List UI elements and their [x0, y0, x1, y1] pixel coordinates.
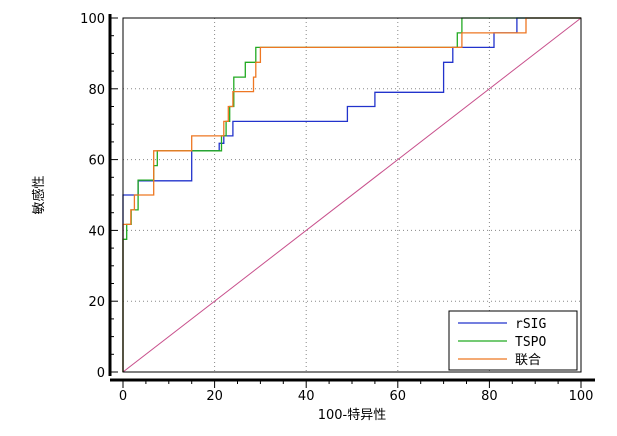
series-line-rSIG: [122, 17, 581, 372]
x-tick-label: 20: [206, 389, 223, 404]
series-layer: [122, 17, 582, 373]
legend-label-rSIG: rSIG: [515, 317, 546, 332]
y-tick-label: 20: [88, 295, 105, 310]
y-tick-label: 60: [88, 154, 105, 169]
series-line-联合: [122, 17, 581, 372]
grid: [123, 18, 581, 372]
reference-line: [122, 17, 582, 373]
plot-frame: [122, 17, 582, 373]
y-tick-label: 0: [97, 366, 105, 381]
legend-label-联合: 联合: [515, 353, 541, 368]
x-axis-title: 100-特异性: [318, 408, 387, 423]
x-tick-label: 40: [298, 389, 315, 404]
y-tick-label: 80: [88, 83, 105, 98]
y-tick-label: 40: [88, 224, 105, 239]
y-axis-title: 敏感性: [31, 175, 47, 214]
y-tick-label: 100: [80, 12, 105, 27]
x-tick-label: 60: [390, 389, 407, 404]
legend: rSIG TSPO 联合: [448, 310, 578, 371]
x-tick-label: 100: [569, 389, 594, 404]
axes: 0 20 40 60 80 100 0 20 40 60 80 100: [80, 12, 595, 404]
x-tick-label: 80: [481, 389, 498, 404]
x-tick-label: 0: [119, 389, 127, 404]
legend-label-TSPO: TSPO: [515, 335, 546, 350]
